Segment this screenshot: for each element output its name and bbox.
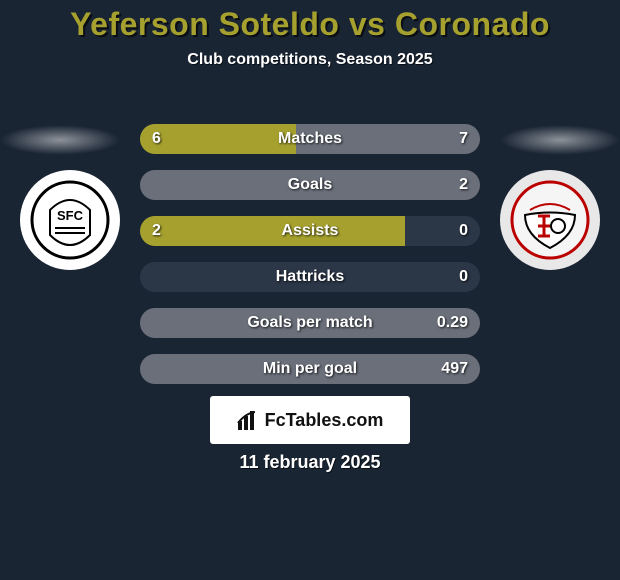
stat-label: Matches <box>140 130 480 148</box>
subtitle: Club competitions, Season 2025 <box>0 51 620 69</box>
stat-value-right: 497 <box>441 360 468 378</box>
stat-row: Min per goal497 <box>140 354 480 384</box>
svg-text:SFC: SFC <box>57 208 84 223</box>
stat-label: Min per goal <box>140 360 480 378</box>
right-crest-shadow <box>500 125 620 155</box>
corinthians-crest-icon <box>510 180 590 260</box>
stat-row: Goals per match0.29 <box>140 308 480 338</box>
date-text: 11 february 2025 <box>0 452 620 473</box>
left-crest-shadow <box>0 125 120 155</box>
stat-row: Assists2 0 <box>140 216 480 246</box>
stat-value-left: 6 <box>152 130 161 148</box>
title: Yeferson Soteldo vs Coronado <box>0 0 620 43</box>
stat-value-right: 0 <box>459 222 468 240</box>
stat-label: Goals <box>140 176 480 194</box>
stat-value-right: 0.29 <box>437 314 468 332</box>
santos-crest-icon: SFC <box>30 180 110 260</box>
branding-text: FcTables.com <box>265 410 384 431</box>
fctables-logo-icon <box>237 409 259 431</box>
branding-badge: FcTables.com <box>210 396 410 444</box>
stat-row: Goals2 <box>140 170 480 200</box>
stats-bars: Matches67Goals2Assists20Hattricks0Goals … <box>140 124 480 400</box>
stat-value-left: 2 <box>152 222 161 240</box>
stat-label: Assists <box>140 222 480 240</box>
right-club-crest <box>500 170 600 270</box>
stat-value-right: 2 <box>459 176 468 194</box>
stat-label: Hattricks <box>140 268 480 286</box>
stat-label: Goals per match <box>140 314 480 332</box>
left-club-crest: SFC <box>20 170 120 270</box>
stat-row: Hattricks0 <box>140 262 480 292</box>
stat-value-right: 0 <box>459 268 468 286</box>
stat-row: Matches6 7 <box>140 124 480 154</box>
stat-value-right: 7 <box>459 130 468 148</box>
